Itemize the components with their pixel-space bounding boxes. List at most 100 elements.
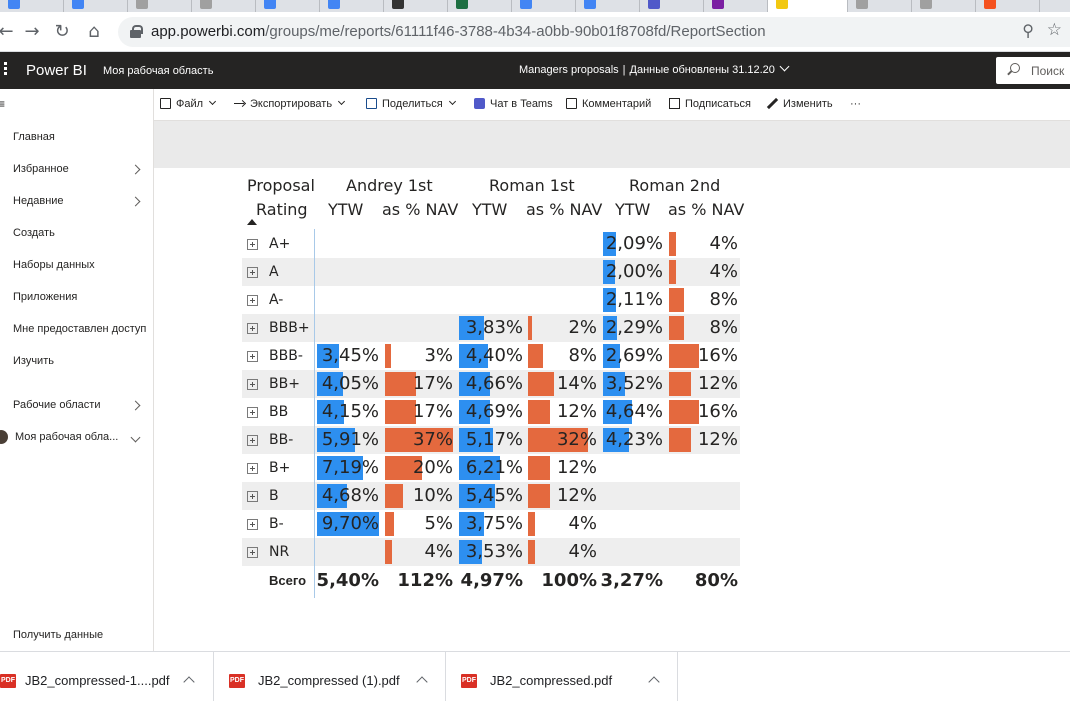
total-cell[interactable]: 112%: [383, 568, 455, 596]
ytw-cell[interactable]: [457, 258, 525, 286]
nav-cell[interactable]: 12%: [526, 454, 599, 482]
column-header-nav[interactable]: as % NAV: [382, 200, 459, 219]
nav-cell[interactable]: 17%: [383, 370, 455, 398]
nav-cell[interactable]: 20%: [383, 454, 455, 482]
forward-arrow-icon[interactable]: →: [24, 21, 40, 42]
browser-tab[interactable]: [704, 0, 768, 12]
browser-tab[interactable]: [512, 0, 576, 12]
total-cell[interactable]: 5,40%: [315, 568, 381, 596]
chevron-right-icon[interactable]: [130, 400, 141, 411]
reload-icon[interactable]: ↻: [54, 21, 70, 42]
chevron-right-icon[interactable]: [130, 196, 141, 207]
table-row[interactable]: [242, 538, 740, 566]
teams-chat-button[interactable]: Чат в Teams: [474, 98, 553, 110]
ytw-cell[interactable]: 2,69%: [601, 342, 665, 370]
share-menu-button[interactable]: Поделиться: [366, 97, 456, 110]
expand-plus-icon[interactable]: [247, 323, 258, 334]
sidebar-item[interactable]: Моя рабочая обла...: [15, 431, 119, 443]
ytw-cell[interactable]: 4,15%: [315, 398, 381, 426]
expand-plus-icon[interactable]: [247, 295, 258, 306]
subscribe-button[interactable]: Подписаться: [669, 98, 751, 110]
browser-tab[interactable]: [320, 0, 384, 12]
nav-cell[interactable]: [383, 258, 455, 286]
sidebar-item[interactable]: Мне предоставлен доступ: [13, 323, 147, 335]
browser-tab[interactable]: [128, 0, 192, 12]
browser-tab[interactable]: [256, 0, 320, 12]
nav-cell[interactable]: [667, 510, 740, 538]
ytw-cell[interactable]: 6,21%: [457, 454, 525, 482]
ytw-cell[interactable]: 7,19%: [315, 454, 381, 482]
ytw-cell[interactable]: [315, 258, 381, 286]
chevron-up-icon[interactable]: [648, 676, 660, 688]
nav-cell[interactable]: [526, 286, 599, 314]
nav-cell[interactable]: 8%: [667, 286, 740, 314]
nav-cell[interactable]: 12%: [667, 426, 740, 454]
browser-tab[interactable]: [576, 0, 640, 12]
nav-cell[interactable]: 4%: [526, 510, 599, 538]
browser-tab[interactable]: [448, 0, 512, 12]
expand-plus-icon[interactable]: [247, 519, 258, 530]
nav-cell[interactable]: 8%: [667, 314, 740, 342]
nav-cell[interactable]: 10%: [383, 482, 455, 510]
ytw-cell[interactable]: 5,45%: [457, 482, 525, 510]
ytw-cell[interactable]: [601, 454, 665, 482]
nav-cell[interactable]: 2%: [526, 314, 599, 342]
expand-plus-icon[interactable]: [247, 463, 258, 474]
download-item[interactable]: PDF JB2_compressed (1).pdf: [214, 652, 446, 701]
export-menu-button[interactable]: Экспортировать: [234, 97, 346, 110]
report-title-dropdown[interactable]: Managers proposals | Данные обновлены 31.1…: [519, 61, 790, 76]
chevron-up-icon[interactable]: [183, 676, 195, 688]
expand-plus-icon[interactable]: [247, 547, 258, 558]
browser-tab[interactable]: [640, 0, 704, 12]
nav-cell[interactable]: 14%: [526, 370, 599, 398]
ytw-cell[interactable]: [315, 314, 381, 342]
row-header-line2[interactable]: Rating: [256, 200, 308, 219]
total-cell[interactable]: 80%: [667, 568, 740, 596]
sidebar-item[interactable]: Изучить: [13, 355, 54, 367]
ytw-cell[interactable]: [457, 286, 525, 314]
nav-cell[interactable]: 12%: [667, 370, 740, 398]
total-cell[interactable]: 3,27%: [601, 568, 665, 596]
table-row[interactable]: [242, 314, 740, 342]
sidebar-item-get-data[interactable]: Получить данные: [13, 629, 104, 641]
sidebar-item[interactable]: Наборы данных: [13, 259, 95, 271]
nav-cell[interactable]: 17%: [383, 398, 455, 426]
sidebar-item[interactable]: Создать: [13, 227, 55, 239]
expand-plus-icon[interactable]: [247, 435, 258, 446]
bookmark-star-icon[interactable]: ☆: [1046, 20, 1062, 40]
expand-plus-icon[interactable]: [247, 267, 258, 278]
nav-cell[interactable]: [526, 258, 599, 286]
nav-cell[interactable]: [383, 286, 455, 314]
chevron-down-icon[interactable]: [130, 432, 141, 443]
nav-cell[interactable]: 12%: [526, 398, 599, 426]
expand-plus-icon[interactable]: [247, 407, 258, 418]
comment-button[interactable]: Комментарий: [566, 98, 651, 110]
ytw-cell[interactable]: 3,45%: [315, 342, 381, 370]
nav-cell[interactable]: 5%: [383, 510, 455, 538]
expand-plus-icon[interactable]: [247, 491, 258, 502]
browser-tab[interactable]: [192, 0, 256, 12]
nav-cell[interactable]: 4%: [383, 538, 455, 566]
ytw-cell[interactable]: 2,00%: [601, 258, 665, 286]
table-row[interactable]: [242, 258, 740, 286]
nav-cell[interactable]: [526, 230, 599, 258]
nav-cell[interactable]: [383, 314, 455, 342]
ytw-cell[interactable]: [601, 482, 665, 510]
sidebar-item[interactable]: Недавние: [13, 195, 64, 207]
more-options-button[interactable]: ···: [850, 98, 861, 110]
ytw-cell[interactable]: 4,40%: [457, 342, 525, 370]
browser-tab[interactable]: [384, 0, 448, 12]
ytw-cell[interactable]: 4,64%: [601, 398, 665, 426]
sidebar-item[interactable]: Главная: [13, 131, 55, 143]
nav-cell[interactable]: 16%: [667, 398, 740, 426]
ytw-cell[interactable]: 2,09%: [601, 230, 665, 258]
ytw-cell[interactable]: [315, 286, 381, 314]
edit-button[interactable]: Изменить: [767, 98, 833, 110]
column-header-ytw[interactable]: YTW: [328, 200, 364, 219]
nav-cell[interactable]: 12%: [526, 482, 599, 510]
ytw-cell[interactable]: [315, 538, 381, 566]
address-bar[interactable]: app.powerbi.com/groups/me/reports/61111f…: [118, 17, 1070, 47]
ytw-cell[interactable]: 3,53%: [457, 538, 525, 566]
nav-cell[interactable]: [383, 230, 455, 258]
column-header-ytw[interactable]: YTW: [615, 200, 651, 219]
